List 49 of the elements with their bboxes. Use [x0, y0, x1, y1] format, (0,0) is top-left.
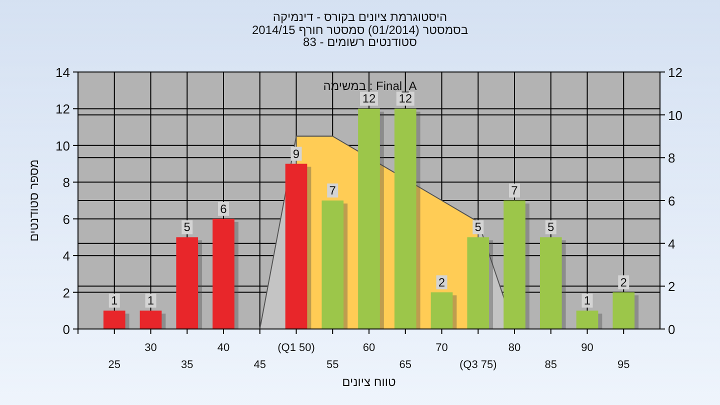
- x-tick-label: 60: [362, 342, 376, 354]
- x-tick-label: (Q3 75): [459, 359, 497, 371]
- y2-tick-label: 10: [668, 108, 682, 123]
- data-label: 7: [329, 184, 336, 198]
- y-tick-label: 0: [62, 322, 70, 337]
- data-label: 5: [474, 220, 482, 234]
- data-label: 1: [147, 294, 154, 308]
- y2-tick-label: 12: [668, 65, 682, 80]
- x-axis-title: טווח ציונים: [342, 375, 396, 389]
- data-label: 5: [184, 220, 191, 234]
- x-tick-label: 40: [217, 342, 230, 354]
- y2-tick-label: 0: [668, 322, 676, 337]
- data-label: 2: [438, 275, 446, 290]
- data-label: 1: [111, 294, 118, 308]
- x-tick-label: (Q1 50): [278, 342, 315, 354]
- y2-tick-label: 6: [668, 194, 676, 208]
- y-tick-label: 8: [62, 175, 70, 190]
- x-tick-label: 80: [508, 342, 521, 354]
- x-tick-label: 55: [326, 359, 339, 371]
- text: סטודנטים רשומים - 83: [303, 35, 417, 49]
- y-tick-label: 12: [56, 102, 70, 117]
- data-label: 12: [398, 92, 412, 106]
- data-label: 2: [620, 275, 628, 290]
- x-tick-label: 90: [581, 342, 594, 354]
- data-label: 12: [362, 92, 376, 106]
- x-tick-label: 35: [181, 359, 194, 371]
- chart-title: היסטוגרמת ציונים בקורס - דינמיקה: [272, 10, 448, 24]
- data-label: 1: [584, 294, 591, 308]
- y-tick-label: 10: [56, 138, 70, 154]
- y2-tick-label: 8: [668, 150, 676, 166]
- chart-subtitle: בסמסטר (01/2014) סמסטר חורף 2014/15: [252, 23, 468, 37]
- y2-tick-label: 2: [668, 279, 676, 294]
- data-label: 7: [511, 184, 518, 198]
- y-tick-label: 2: [62, 285, 70, 300]
- y-tick-label: 14: [56, 65, 70, 80]
- y-tick-label: 6: [62, 212, 70, 227]
- x-tick-label: 30: [144, 342, 157, 354]
- data-label: 6: [220, 202, 228, 216]
- data-label: 5: [548, 220, 555, 234]
- y-tick-label: 4: [62, 248, 70, 264]
- x-tick-label: 85: [544, 359, 557, 371]
- data-label: 9: [292, 146, 300, 161]
- x-tick-label: 70: [436, 342, 448, 354]
- x-tick-label: 65: [399, 359, 412, 371]
- x-tick-label: 25: [108, 359, 120, 371]
- x-tick-label: 95: [618, 359, 630, 371]
- y-axis-title: מספר סטודנטים: [27, 159, 41, 242]
- x-tick-label: 45: [254, 359, 266, 371]
- y2-tick-label: 4: [668, 236, 676, 252]
